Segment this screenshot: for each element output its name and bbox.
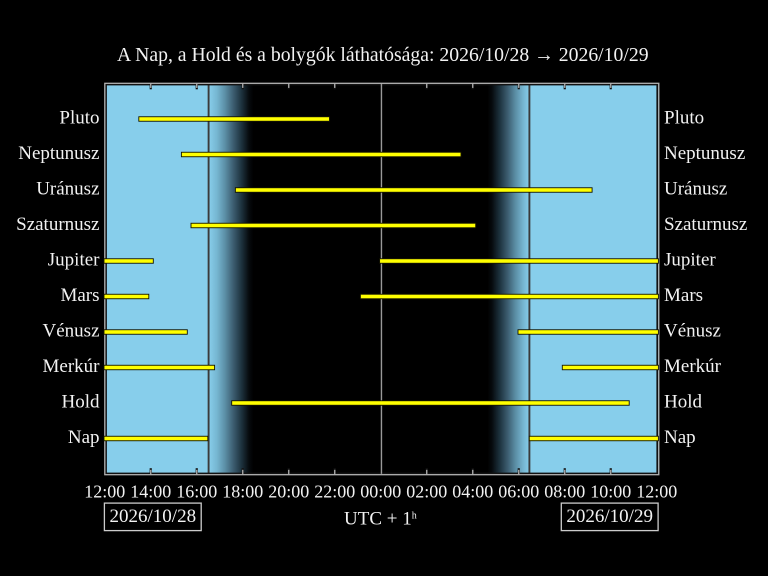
svg-text:Neptunusz: Neptunusz [664,143,745,164]
svg-text:Mars: Mars [664,285,703,306]
svg-text:2026/10/29: 2026/10/29 [566,506,653,527]
svg-text:12:00: 12:00 [84,482,125,502]
svg-text:Nap: Nap [68,427,100,448]
svg-text:14:00: 14:00 [130,482,171,502]
svg-text:Hold: Hold [664,391,703,412]
svg-text:Vénusz: Vénusz [664,320,721,341]
svg-text:A Nap, a Hold és a bolygók lát: A Nap, a Hold és a bolygók láthatósága: … [117,44,649,66]
svg-text:Uránusz: Uránusz [664,178,727,199]
svg-text:Pluto: Pluto [664,107,704,128]
svg-text:Jupiter: Jupiter [664,249,716,270]
svg-text:16:00: 16:00 [176,482,217,502]
svg-text:02:00: 02:00 [406,482,447,502]
svg-text:Uránusz: Uránusz [36,178,99,199]
svg-text:10:00: 10:00 [590,482,631,502]
svg-text:12:00: 12:00 [636,482,677,502]
svg-text:UTC + 1h: UTC + 1h [344,509,417,530]
svg-text:Hold: Hold [62,391,101,412]
svg-text:Jupiter: Jupiter [48,249,100,270]
svg-text:Pluto: Pluto [59,107,99,128]
svg-text:Szaturnusz: Szaturnusz [16,214,99,235]
svg-text:Vénusz: Vénusz [43,320,100,341]
svg-text:06:00: 06:00 [498,482,539,502]
svg-text:20:00: 20:00 [268,482,309,502]
svg-text:08:00: 08:00 [544,482,585,502]
svg-text:00:00: 00:00 [360,482,401,502]
svg-text:04:00: 04:00 [452,482,493,502]
svg-text:Merkúr: Merkúr [43,356,101,377]
svg-text:Szaturnusz: Szaturnusz [664,214,747,235]
svg-text:Neptunusz: Neptunusz [18,143,99,164]
svg-text:Merkúr: Merkúr [664,356,722,377]
svg-text:2026/10/28: 2026/10/28 [110,506,197,527]
svg-text:18:00: 18:00 [222,482,263,502]
svg-text:Mars: Mars [60,285,99,306]
svg-text:Nap: Nap [664,427,696,448]
svg-text:22:00: 22:00 [314,482,355,502]
